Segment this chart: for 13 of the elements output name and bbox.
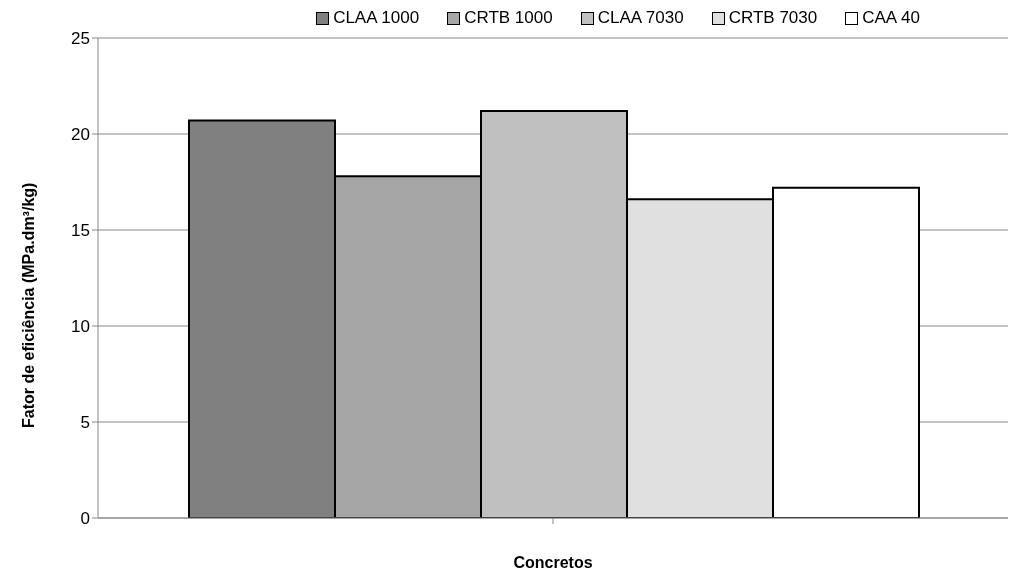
legend-label: CLAA 7030 [597, 8, 684, 28]
legend-label: CRTB 1000 [464, 8, 553, 28]
y-tick-label: 25 [71, 29, 90, 49]
x-axis-title: Concretos [513, 554, 593, 571]
legend-label: CRTB 7030 [728, 8, 818, 28]
y-tick-label: 5 [80, 413, 90, 433]
y-tick-label: 15 [71, 221, 90, 241]
legend-label: CLAA 1000 [333, 8, 420, 28]
y-tick-label: 0 [80, 509, 90, 529]
legend-label: CAA 40 [862, 8, 920, 28]
y-axis-title: Fator de eficiência (MPa.dm³/kg) [19, 182, 37, 428]
y-tick-label: 20 [71, 125, 90, 145]
y-tick-label: 10 [71, 317, 90, 337]
